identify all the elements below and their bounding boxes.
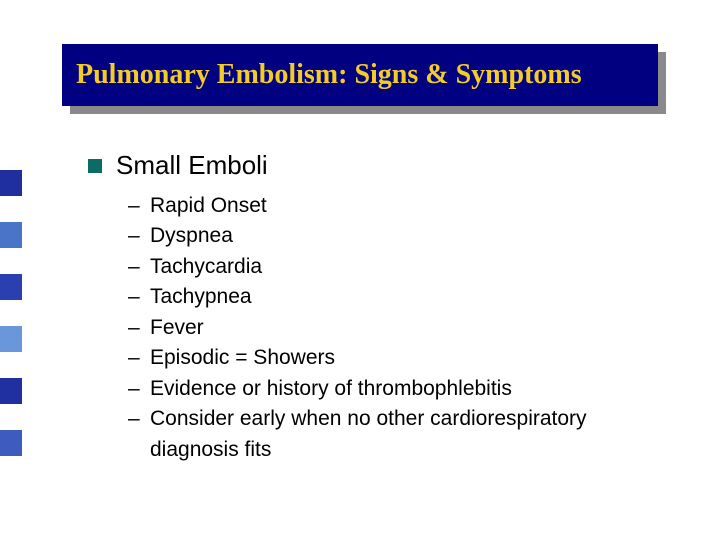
content-area: Small Emboli –Rapid Onset–Dyspnea–Tachyc… — [88, 150, 688, 465]
list-item: –Tachycardia — [128, 252, 688, 282]
dash-bullet-icon: – — [128, 404, 150, 434]
list-item-text: Episodic = Showers — [150, 343, 335, 373]
list-item: –Evidence or history of thrombophlebitis — [128, 374, 688, 404]
list-item-text: Tachycardia — [150, 252, 262, 282]
square-bullet-icon — [88, 159, 102, 173]
title-container: Pulmonary Embolism: Signs & Symptoms — [62, 44, 658, 106]
dash-bullet-icon: – — [128, 221, 150, 251]
list-item: –Rapid Onset — [128, 191, 688, 221]
decorative-side-bars — [0, 170, 22, 456]
list-item-text: Tachypnea — [150, 282, 252, 312]
section-heading: Small Emboli — [116, 150, 268, 181]
deco-bar — [0, 222, 22, 248]
list-item: –Consider early when no other cardioresp… — [128, 404, 688, 465]
list-item: –Tachypnea — [128, 282, 688, 312]
deco-bar — [0, 300, 22, 326]
deco-bar — [0, 248, 22, 274]
list-item: –Fever — [128, 313, 688, 343]
deco-bar — [0, 430, 22, 456]
dash-bullet-icon: – — [128, 343, 150, 373]
sub-bullet-list: –Rapid Onset–Dyspnea–Tachycardia–Tachypn… — [128, 191, 688, 465]
deco-bar — [0, 352, 22, 378]
dash-bullet-icon: – — [128, 313, 150, 343]
deco-bar — [0, 274, 22, 300]
deco-bar — [0, 404, 22, 430]
deco-bar — [0, 170, 22, 196]
list-item-text: Evidence or history of thrombophlebitis — [150, 374, 512, 404]
dash-bullet-icon: – — [128, 191, 150, 221]
slide-title: Pulmonary Embolism: Signs & Symptoms — [76, 59, 582, 91]
list-item-text: Fever — [150, 313, 204, 343]
dash-bullet-icon: – — [128, 282, 150, 312]
deco-bar — [0, 326, 22, 352]
list-item-text: Dyspnea — [150, 221, 233, 251]
list-item: –Dyspnea — [128, 221, 688, 251]
dash-bullet-icon: – — [128, 374, 150, 404]
list-item-text: Rapid Onset — [150, 191, 267, 221]
title-box: Pulmonary Embolism: Signs & Symptoms — [62, 44, 658, 106]
dash-bullet-icon: – — [128, 252, 150, 282]
heading-row: Small Emboli — [88, 150, 688, 181]
deco-bar — [0, 196, 22, 222]
list-item: –Episodic = Showers — [128, 343, 688, 373]
list-item-text: Consider early when no other cardiorespi… — [150, 404, 660, 465]
deco-bar — [0, 378, 22, 404]
